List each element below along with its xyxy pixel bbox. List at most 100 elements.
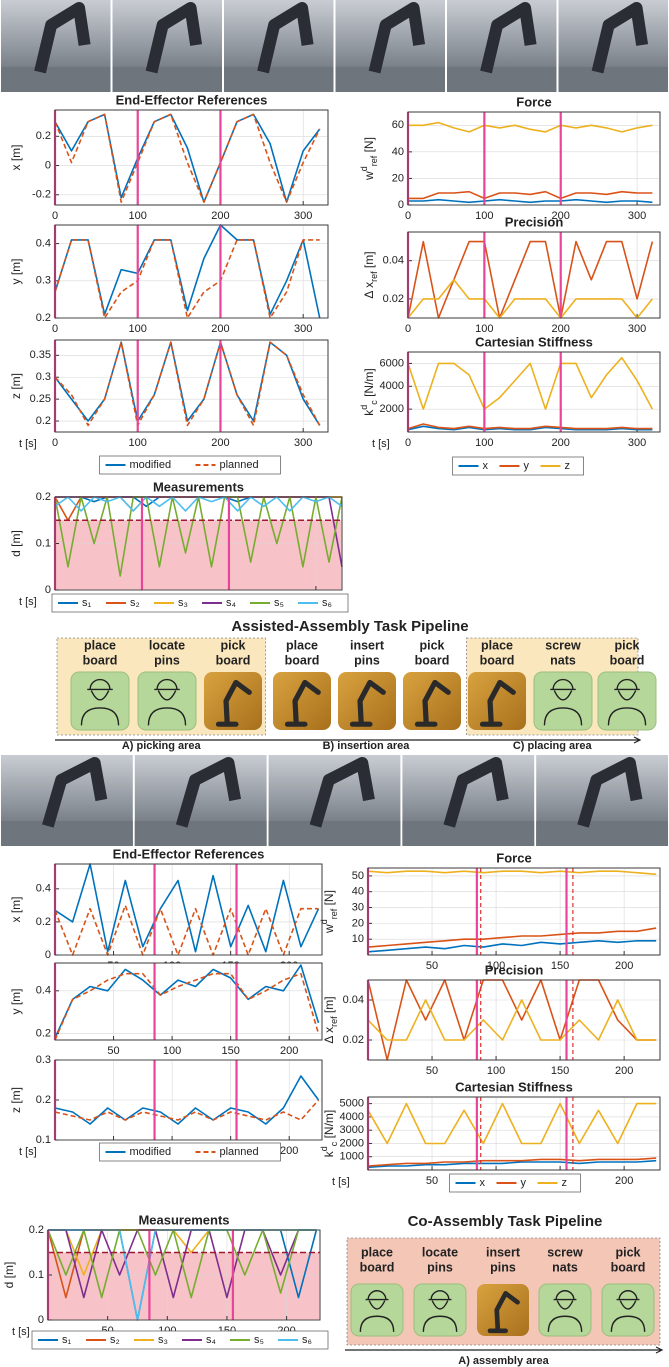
y-axis-label: wdref [N] bbox=[359, 137, 379, 181]
chart-title: End-Effector References bbox=[116, 92, 268, 107]
y-axis-label: kdc [N/m] bbox=[319, 1110, 339, 1158]
step-label: board bbox=[285, 653, 320, 667]
x-tick-label: 150 bbox=[551, 960, 569, 972]
y-axis-label: Δ xref [m] bbox=[322, 996, 339, 1043]
y-axis-label: x [m] bbox=[9, 145, 23, 171]
x-tick-label: 100 bbox=[163, 1045, 181, 1057]
y-tick-label: 40 bbox=[392, 146, 404, 158]
y-axis-label: y [m] bbox=[9, 989, 23, 1015]
human-icon-bg bbox=[602, 1284, 654, 1336]
x-tick-label: 200 bbox=[552, 323, 570, 335]
y-tick-label: 0.02 bbox=[383, 293, 404, 305]
step-label: pins bbox=[154, 653, 180, 667]
step-label: pick bbox=[419, 638, 444, 652]
step-label: pick bbox=[614, 638, 639, 652]
step-label: pins bbox=[427, 1260, 453, 1274]
x-tick-label: 0 bbox=[52, 210, 58, 222]
x-tick-label: 300 bbox=[294, 323, 312, 335]
y-tick-label: 0.2 bbox=[29, 1224, 44, 1236]
legend-label: y bbox=[521, 1177, 527, 1189]
y-tick-label: 0.04 bbox=[383, 255, 404, 267]
legend-label: s₄ bbox=[226, 597, 237, 609]
y-tick-label: 0.2 bbox=[36, 415, 51, 427]
area-label: A) assembly area bbox=[458, 1355, 549, 1367]
photo-table bbox=[1, 821, 133, 846]
step-label: board bbox=[216, 653, 251, 667]
y-tick-label: 6000 bbox=[380, 357, 404, 369]
x-tick-label: 100 bbox=[475, 323, 493, 335]
legend-label: s₃ bbox=[178, 597, 188, 609]
step-label: nats bbox=[550, 653, 576, 667]
x-axis-label: t [s] bbox=[19, 438, 37, 450]
step-label: pick bbox=[220, 638, 245, 652]
human-icon-bg bbox=[71, 672, 129, 730]
pipeline-title: Assisted-Assembly Task Pipeline bbox=[231, 618, 468, 635]
x-tick-label: 0 bbox=[405, 210, 411, 222]
x-tick-label: 200 bbox=[552, 437, 570, 449]
chart-title: Measurements bbox=[153, 479, 244, 494]
x-tick-label: 50 bbox=[426, 1175, 438, 1187]
x-tick-label: 300 bbox=[294, 210, 312, 222]
step-label: nats bbox=[552, 1260, 578, 1274]
x-tick-label: 100 bbox=[475, 437, 493, 449]
y-axis-label: x [m] bbox=[9, 897, 23, 923]
y-tick-label: 0.02 bbox=[343, 1034, 364, 1046]
y-axis-label-part: [N/m] bbox=[362, 368, 376, 400]
human-icon-bg bbox=[414, 1284, 466, 1336]
y-tick-label: 50 bbox=[352, 870, 364, 882]
y-tick-label: 0.2 bbox=[36, 491, 51, 503]
y-tick-label: 0.2 bbox=[36, 1027, 51, 1039]
x-tick-label: 0 bbox=[405, 323, 411, 335]
legend-label: s₂ bbox=[130, 597, 140, 609]
chart-title: Precision bbox=[505, 214, 564, 229]
y-tick-label: 4000 bbox=[380, 380, 404, 392]
y-tick-label: 60 bbox=[392, 119, 404, 131]
y-axis-label-part: Δ x bbox=[322, 1027, 336, 1044]
photo-table bbox=[269, 821, 401, 846]
x-tick-label: 200 bbox=[211, 323, 229, 335]
y-axis-label-part: ref bbox=[369, 271, 379, 282]
x-tick-label: 200 bbox=[211, 437, 229, 449]
x-tick-label: 200 bbox=[280, 1145, 298, 1157]
y-tick-label: 0.2 bbox=[36, 916, 51, 928]
y-tick-label: 0 bbox=[398, 199, 404, 211]
y-tick-label: 5000 bbox=[340, 1098, 364, 1110]
x-tick-label: 50 bbox=[426, 960, 438, 972]
chart-title: Measurements bbox=[138, 1212, 229, 1227]
legend-label: s₁ bbox=[82, 597, 92, 609]
robot-icon-bg bbox=[477, 1284, 529, 1336]
legend-label: modified bbox=[130, 459, 172, 471]
y-axis-label-part: [N] bbox=[322, 890, 336, 909]
photo-table bbox=[135, 821, 267, 846]
y-tick-label: 0.4 bbox=[36, 985, 51, 997]
step-label: place bbox=[481, 638, 513, 652]
area-label: C) placing area bbox=[513, 740, 593, 752]
y-axis-label: d [m] bbox=[9, 530, 23, 557]
x-tick-label: 100 bbox=[129, 437, 147, 449]
x-tick-label: 200 bbox=[615, 960, 633, 972]
y-axis-label-part: ref bbox=[369, 155, 379, 166]
y-tick-label: 0 bbox=[38, 1314, 44, 1326]
x-tick-label: 300 bbox=[294, 437, 312, 449]
y-axis-label-part: d bbox=[319, 919, 329, 924]
chart-title: End-Effector References bbox=[113, 846, 265, 861]
pipeline-arrow bbox=[345, 1347, 662, 1353]
legend-label: z bbox=[565, 460, 571, 472]
legend-label: planned bbox=[220, 1146, 259, 1158]
y-axis-label: d [m] bbox=[2, 1262, 16, 1289]
y-tick-label: 0.1 bbox=[36, 537, 51, 549]
chart-title: Precision bbox=[485, 962, 544, 977]
step-label: board bbox=[415, 653, 450, 667]
legend-label: planned bbox=[220, 459, 259, 471]
x-axis-label: t [s] bbox=[332, 1176, 350, 1188]
step-label: screw bbox=[545, 638, 581, 652]
y-tick-label: 3000 bbox=[340, 1124, 364, 1136]
x-axis-label: t [s] bbox=[19, 596, 37, 608]
x-tick-label: 0 bbox=[52, 323, 58, 335]
step-label: place bbox=[361, 1245, 393, 1259]
step-label: screw bbox=[547, 1245, 583, 1259]
robot-icon-bg bbox=[403, 672, 461, 730]
x-tick-label: 0 bbox=[52, 437, 58, 449]
plot-area bbox=[55, 963, 322, 1040]
legend-label: s₅ bbox=[254, 1334, 264, 1346]
